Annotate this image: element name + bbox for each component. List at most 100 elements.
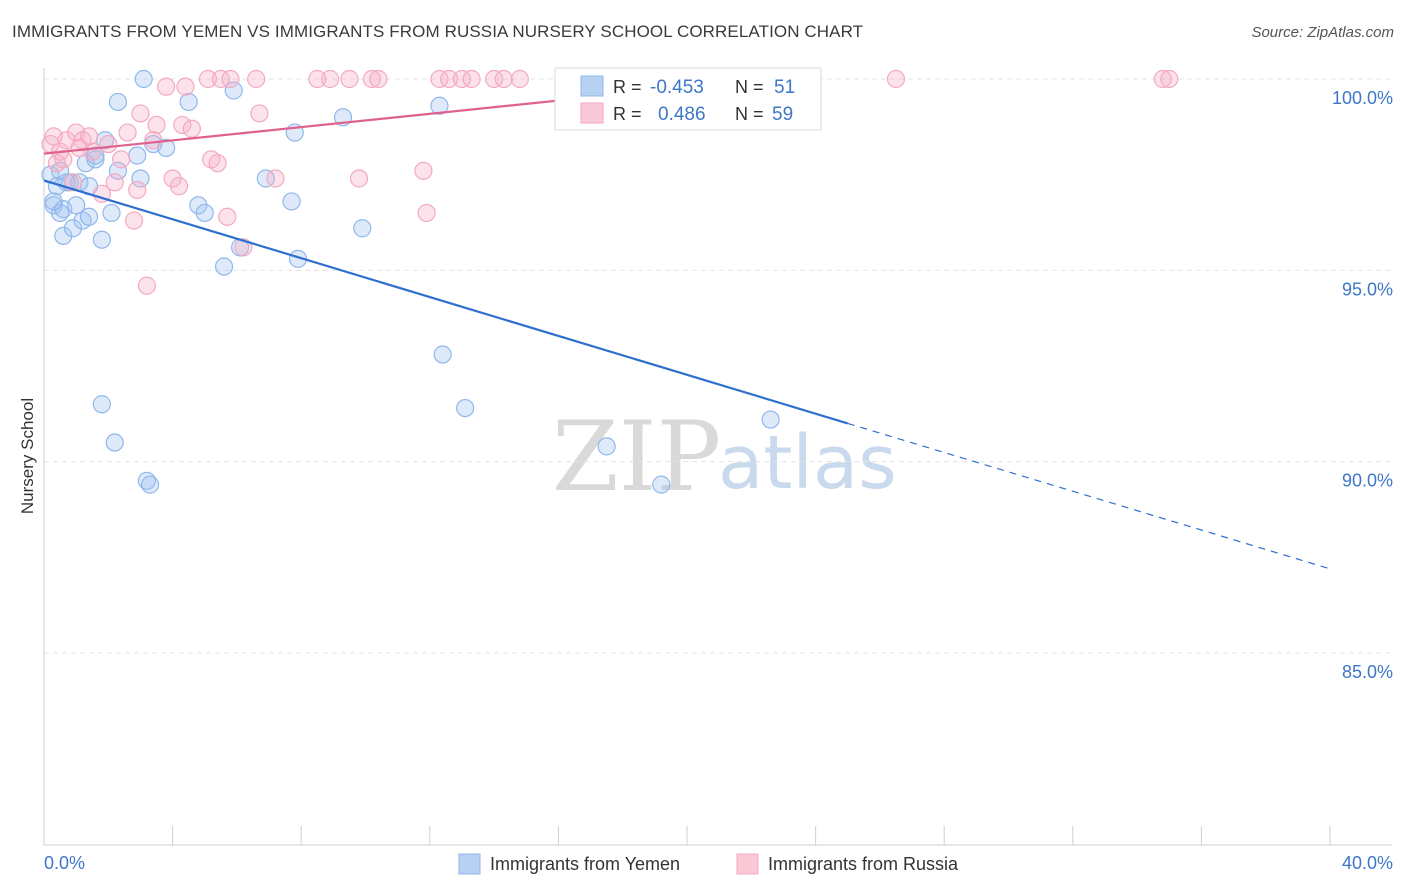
point-russia [157,77,176,96]
point-russia [321,69,340,89]
trend-line-yemen [43,179,849,425]
point-yemen [433,345,452,364]
point-yemen [652,475,671,494]
stats-n-value-russia: 59 [772,104,793,125]
point-yemen [92,230,111,249]
stats-r-label-russia: R = [613,104,642,124]
point-russia [340,69,359,89]
legend-label-yemen: Immigrants from Yemen [490,854,680,874]
watermark-atlas: atlas [718,420,897,506]
point-russia [218,207,237,226]
stats-r-value-russia: 0.486 [658,104,706,125]
point-russia [494,69,513,89]
axes [43,68,1392,846]
point-russia [144,131,163,150]
point-yemen [92,395,111,414]
source-credit: Source: ZipAtlas.com [1251,24,1394,41]
point-russia [250,104,269,123]
point-russia [182,119,201,138]
point-russia [414,161,433,180]
stats-n-label-yemen: N = [735,77,764,97]
point-russia [176,77,195,96]
point-russia [173,115,192,135]
point-yemen [63,219,83,238]
point-russia [452,69,472,89]
trend-extension-yemen [847,422,1331,570]
point-yemen [67,196,86,215]
stats-r-value-yemen: -0.453 [650,77,704,98]
y-tick-label: 85.0% [1342,662,1393,682]
point-yemen [79,207,99,226]
point-russia [105,173,124,192]
point-yemen [44,192,63,211]
point-russia [510,69,529,89]
stats-swatch-russia [580,102,604,124]
tick-labels: 100.0% 95.0% 90.0% 85.0% 0.0% 40.0% [44,88,1393,873]
y-tick-label: 90.0% [1342,471,1393,491]
point-russia [462,69,481,89]
legend-swatch-yemen [458,853,481,875]
point-russia [349,169,369,188]
point-russia [247,69,266,89]
point-russia [439,69,459,89]
point-yemen [131,169,150,188]
grid-lines [44,78,1392,654]
stats-n-label-russia: N = [735,104,764,124]
point-russia [124,211,144,230]
point-russia [886,69,906,89]
legend-swatch-russia [736,853,759,875]
point-russia [70,138,89,157]
point-russia [131,104,150,123]
point-russia [485,69,504,89]
point-yemen [102,203,121,223]
point-yemen [224,81,243,100]
point-yemen [76,154,95,173]
point-yemen [214,257,234,276]
point-yemen [353,219,372,238]
legend: Immigrants from Yemen Immigrants from Ru… [458,853,959,875]
stats-r-label-yemen: R = [613,77,642,97]
x-tick-label-max: 40.0% [1342,853,1393,873]
point-russia [118,123,137,142]
point-russia [417,203,436,223]
stats-swatch-yemen [580,75,604,97]
chart-title: IMMIGRANTS FROM YEMEN VS IMMIGRANTS FROM… [12,22,864,41]
point-yemen [179,92,198,112]
point-russia [266,169,285,188]
y-tick-label: 95.0% [1342,279,1393,299]
point-yemen [761,410,780,429]
point-yemen [430,96,449,115]
point-yemen [256,169,275,188]
point-yemen [456,398,475,418]
point-yemen [105,433,124,452]
point-russia [169,177,189,196]
data-points [41,69,1179,494]
point-russia [128,180,147,200]
point-yemen [54,226,73,245]
point-russia [1153,69,1172,89]
point-yemen [108,92,128,112]
point-yemen [128,146,147,165]
stats-box: R = -0.453 N = 51 R = 0.486 N = 59 [554,67,822,131]
point-russia [234,238,253,257]
point-russia [198,69,218,89]
point-yemen [282,192,301,211]
point-russia [147,115,166,135]
point-yemen [597,437,616,456]
point-russia [63,173,83,192]
point-russia [430,69,449,89]
point-russia [308,69,327,89]
point-russia [211,69,230,89]
point-russia [369,69,388,89]
y-tick-label: 100.0% [1332,88,1393,108]
y-axis-label: Nursery School [18,398,37,514]
point-russia [54,150,73,169]
point-russia [221,69,240,89]
point-yemen [195,203,214,223]
point-russia [112,150,131,169]
point-russia [1160,69,1179,89]
point-russia [99,134,118,154]
x-tick-label-min: 0.0% [44,853,85,873]
point-yemen [140,475,160,494]
